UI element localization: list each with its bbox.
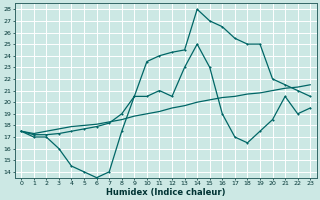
X-axis label: Humidex (Indice chaleur): Humidex (Indice chaleur) — [106, 188, 226, 197]
